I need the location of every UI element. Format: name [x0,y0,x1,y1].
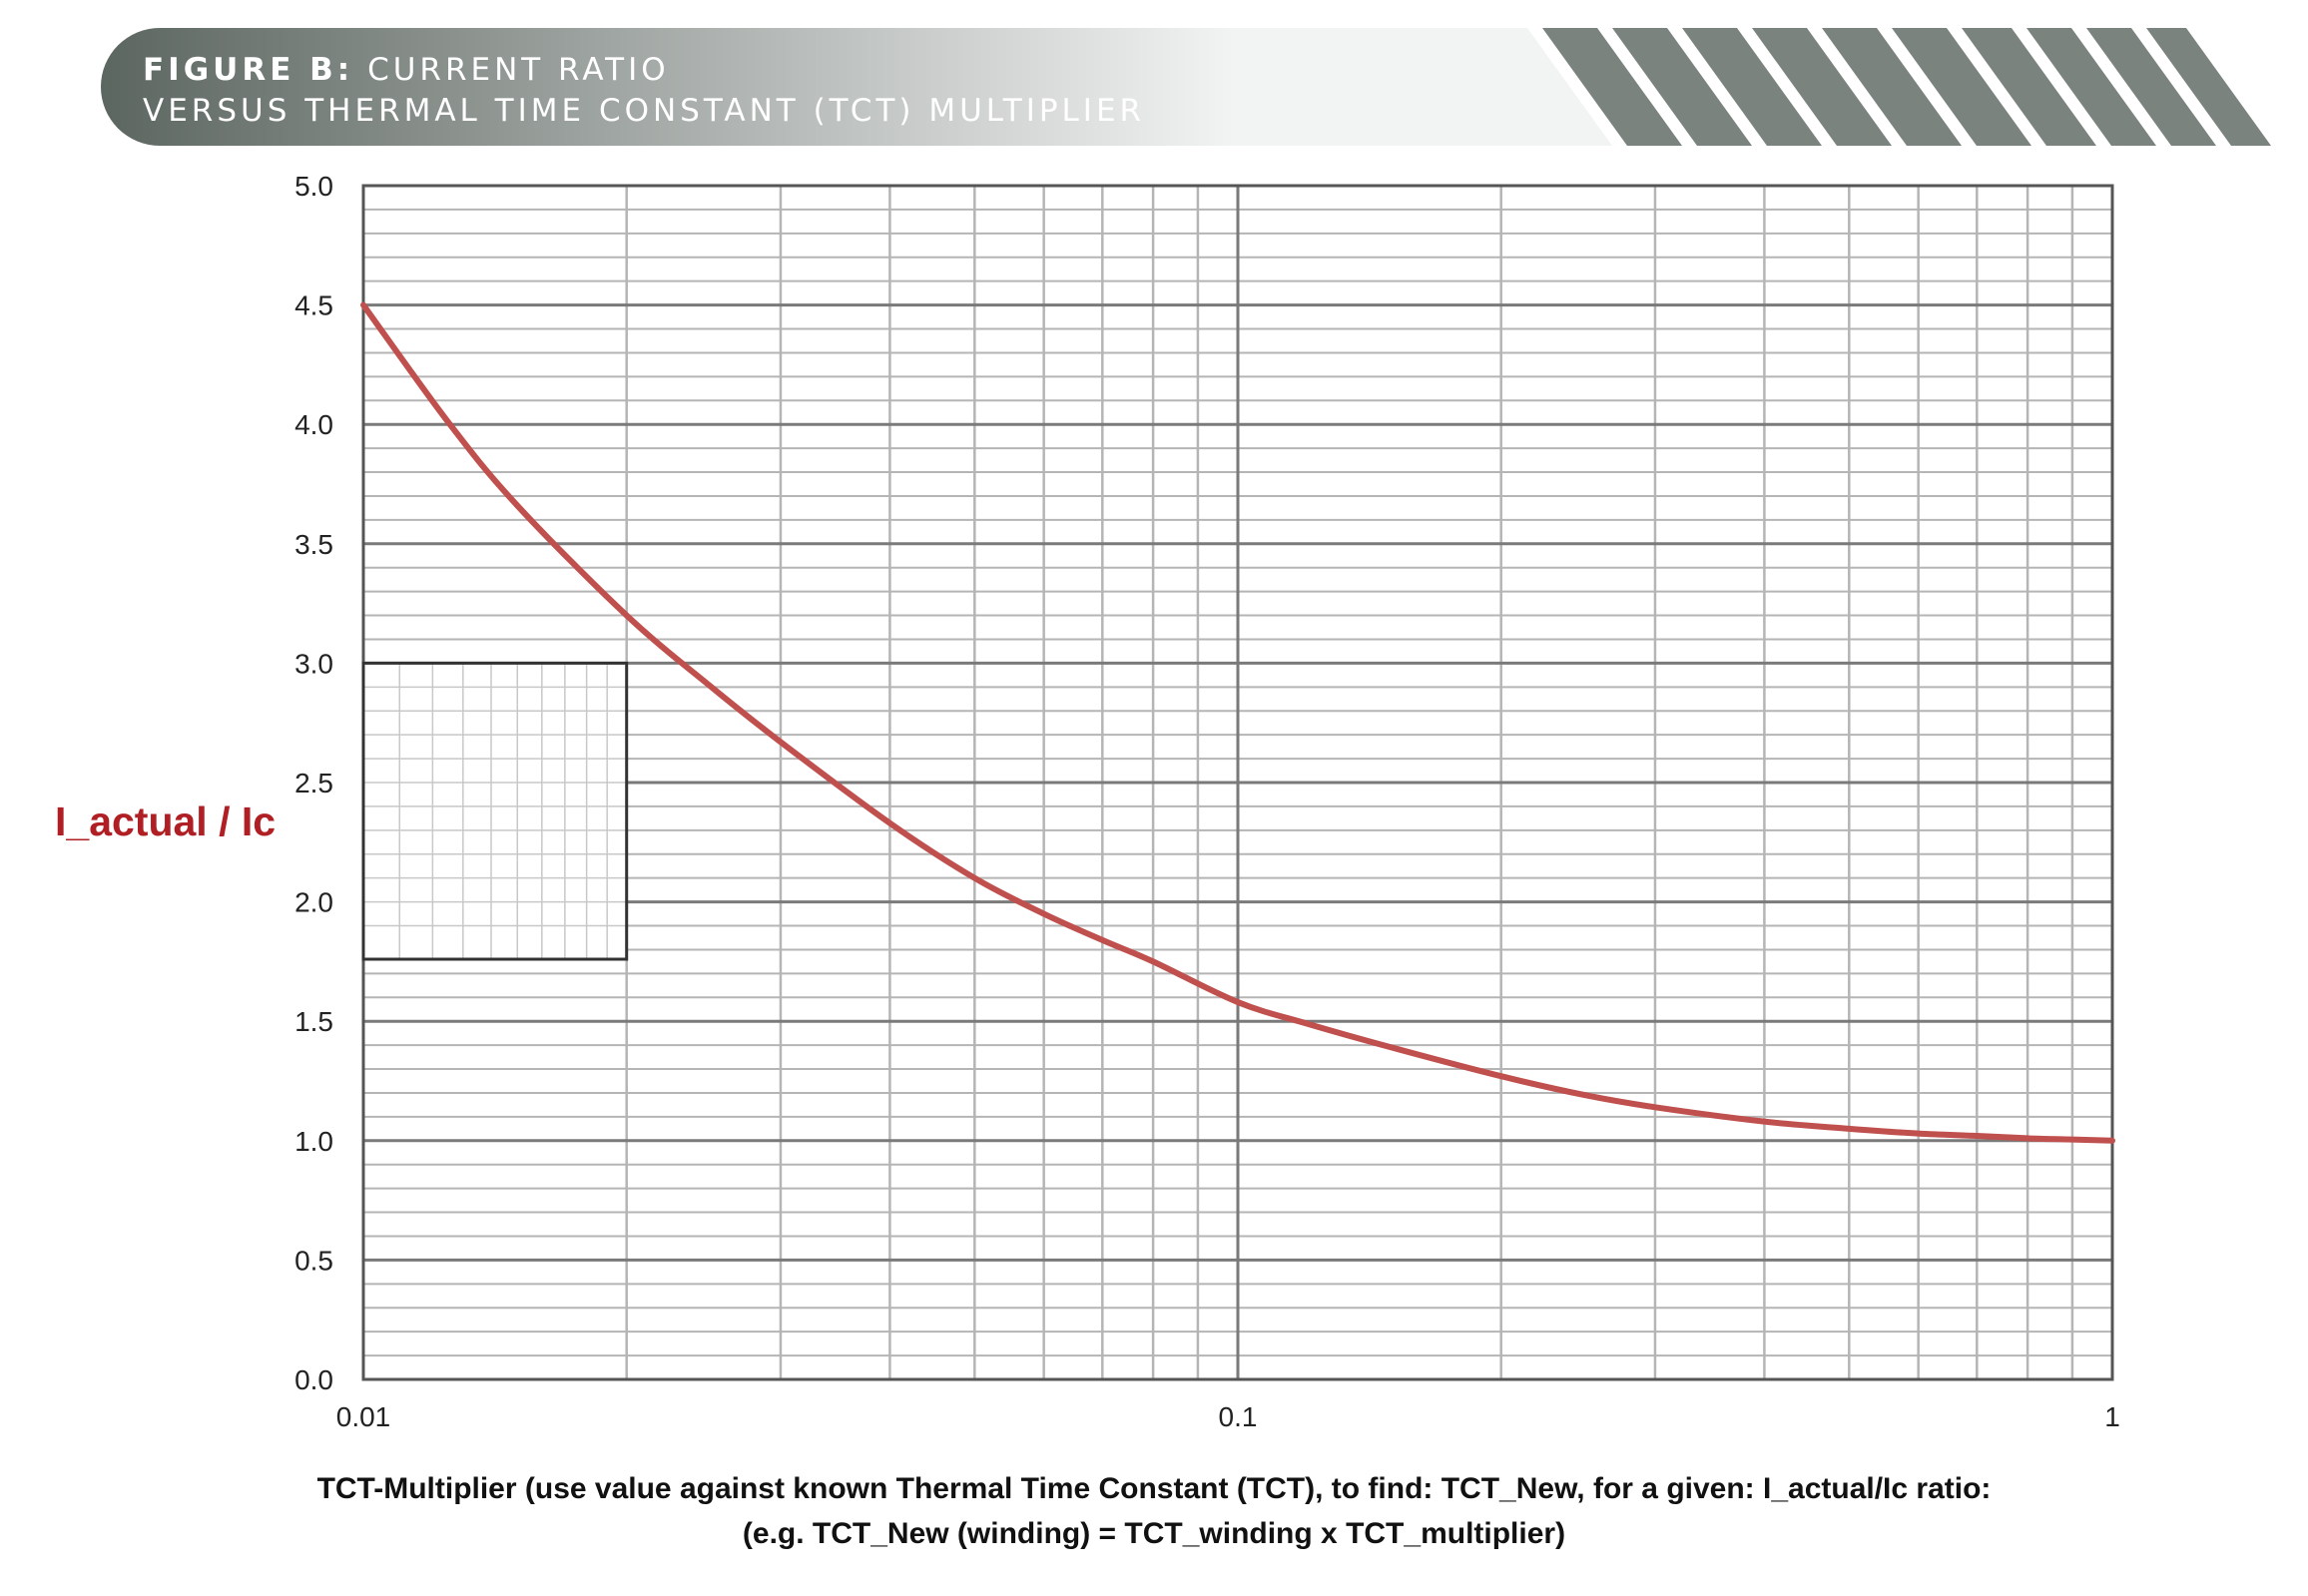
y-axis-label: I_actual / Ic [55,798,277,844]
y-tick-label: 4.5 [294,290,333,321]
figure-label: FIGURE B: [143,52,354,88]
y-tick-label: 0.0 [294,1364,333,1395]
banner-shape [101,28,1612,146]
inset-box [361,661,629,961]
x-axis-label-line1: TCT-Multiplier (use value against known … [316,1472,1992,1505]
banner-stripes [1542,28,2271,146]
y-tick-label: 5.0 [294,171,333,202]
y-tick-label: 3.5 [294,529,333,560]
y-tick-label: 2.0 [294,887,333,918]
y-tick-label: 2.5 [294,768,333,798]
y-tick-label: 3.0 [294,648,333,679]
y-tick-label: 0.5 [294,1245,333,1276]
figure-title-line1: CURRENT RATIO [367,52,670,88]
figure-title-line2: VERSUS THERMAL TIME CONSTANT (TCT) MULTI… [143,93,1146,129]
series-line [360,301,2115,1144]
x-tick-label: 1 [2104,1401,2120,1432]
y-tick-labels: 0.0 0.5 1.0 1.5 2.0 2.5 3.0 3.5 4.0 4.5 5.0 [294,171,333,1395]
y-tick-label: 1.0 [294,1126,333,1157]
y-tick-label: 1.5 [294,1006,333,1037]
figure-banner [101,28,2271,146]
chart-plot: 0.00.51.01.52.02.53.03.54.04.55.0 0.01 0.… [294,171,2120,1432]
x-tick-label: 0.1 [1219,1401,1258,1432]
figure-title: FIGURE B: CURRENT RATIO VERSUS THERMAL T… [143,50,1145,132]
inset-frame [361,661,629,961]
y-tick-label: 4.0 [294,409,333,440]
x-tick-label: 0.01 [336,1401,391,1432]
x-axis-label-line2: (e.g. TCT_New (winding) = TCT_winding x … [742,1517,1566,1550]
x-tick-labels: 0.01 0.1 1 [336,1401,2120,1432]
inset-background [363,663,627,960]
